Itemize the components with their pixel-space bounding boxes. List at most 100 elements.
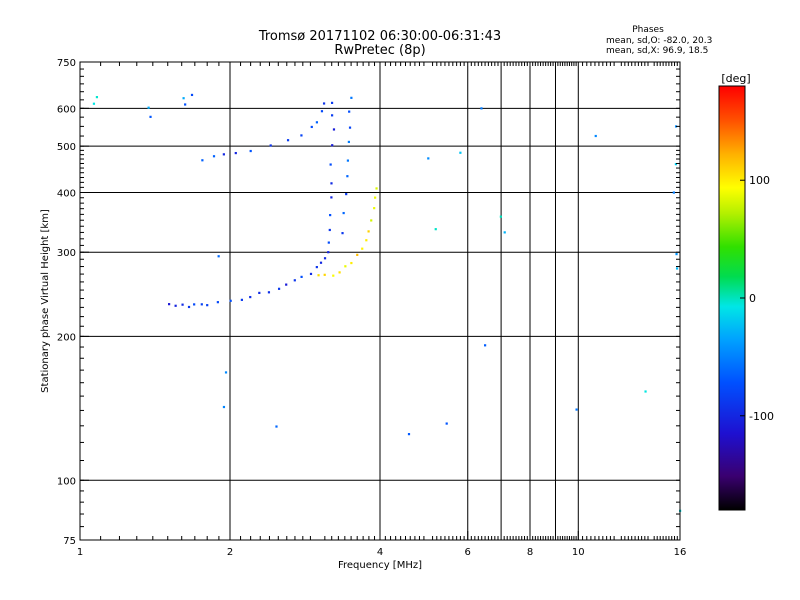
echo-point [328,228,331,232]
echo-point [300,134,303,137]
echo-point [216,301,219,304]
echo-point [275,425,278,428]
echo-point [407,433,411,436]
echo-points [92,93,682,512]
echo-point [350,96,353,99]
echo-point [330,114,334,117]
echo-point [300,275,303,278]
echo-point [361,247,364,250]
echo-point [319,261,323,264]
echo-point [330,196,333,199]
y-tick-label-100: 100 [57,476,76,487]
y-tick-label-300: 300 [57,248,76,259]
echo-point [367,230,370,233]
plot-area: 1 2 4 6 8 10 16 75 100 200 300 400 500 600 750 [57,58,686,558]
echo-point [187,305,191,309]
echo-point [350,261,353,265]
x-axis-label: Frequency [MHz] [338,560,422,571]
y-tick-label-75: 75 [63,536,76,547]
echo-point [365,239,368,242]
colorbar-tick-label-0: 0 [749,292,756,305]
echo-point [310,125,313,129]
echo-point [320,110,324,113]
echo-point [347,140,350,144]
echo-point [206,304,209,307]
echo-point [240,298,243,301]
y-axis-label: Stationary phase Virtual Height [km] [40,209,51,393]
echo-point [190,93,194,97]
echo-point [249,295,252,299]
y-tick-label-200: 200 [57,332,76,343]
x-tick-label-16: 16 [674,547,687,558]
echo-point [224,371,228,374]
echo-point [286,139,290,142]
echo-point [332,128,336,131]
echo-point [149,115,152,118]
echo-point [594,134,597,138]
echo-point [95,96,99,99]
echo-point [92,102,96,105]
x-tick-label-6: 6 [465,547,471,558]
colorbar-label: [deg] [721,72,750,85]
stats-x-mode: mean, sd,X: 96.9, 18.5 [606,46,708,56]
echo-point [234,151,237,155]
echo-point [445,422,448,425]
echo-point [341,232,344,235]
grid-lines [80,62,680,540]
x-tick-label-2: 2 [227,547,233,558]
echo-point [277,287,281,290]
echo-point [434,228,437,231]
x-tick-label-1: 1 [77,547,83,558]
echo-point [229,299,232,302]
echo-point [315,121,319,124]
echo-point [356,253,359,256]
echo-point [285,283,288,286]
x-axis-ticks: 1 2 4 6 8 10 16 [77,62,687,558]
echo-point [427,157,430,160]
echo-point [329,213,332,217]
echo-point [193,303,196,306]
echo-point [373,207,376,210]
echo-point [327,251,330,254]
echo-point [201,159,204,162]
echo-point [174,304,177,307]
echo-point [322,102,326,105]
x-tick-label-8: 8 [527,547,533,558]
y-tick-label-400: 400 [57,188,76,199]
echo-point [249,149,252,153]
echo-point [332,274,335,277]
colorbar-ticks: 100 0 -100 [740,174,774,423]
echo-point [375,187,378,190]
echo-point [348,126,352,129]
echo-point [317,274,320,277]
echo-point [331,144,334,147]
echo-point [459,151,462,154]
echo-point [503,231,506,234]
echo-point [342,211,345,215]
y-tick-label-750: 750 [57,58,76,69]
echo-point [344,265,347,268]
echo-point [168,303,171,306]
y-tick-label-600: 600 [57,104,76,115]
echo-point [323,257,327,260]
echo-point [499,215,502,218]
echo-point [644,390,647,393]
echo-point [222,153,225,156]
echo-point [483,344,487,347]
echo-point [575,408,578,411]
echo-point [330,182,333,185]
echo-point [370,219,373,222]
chart-title-line2: RwPretec (8p) [334,43,425,58]
echo-point [258,291,261,295]
echo-point [269,144,272,147]
echo-point [323,273,326,276]
echo-point [675,267,679,270]
echo-point [147,106,150,109]
echo-point [345,192,348,196]
echo-point [217,255,220,258]
echo-point [200,303,203,306]
chart-title-line1: Tromsø 20171102 06:30:00-06:31:43 [258,29,501,44]
echo-point [182,97,185,100]
echo-point [212,155,216,158]
